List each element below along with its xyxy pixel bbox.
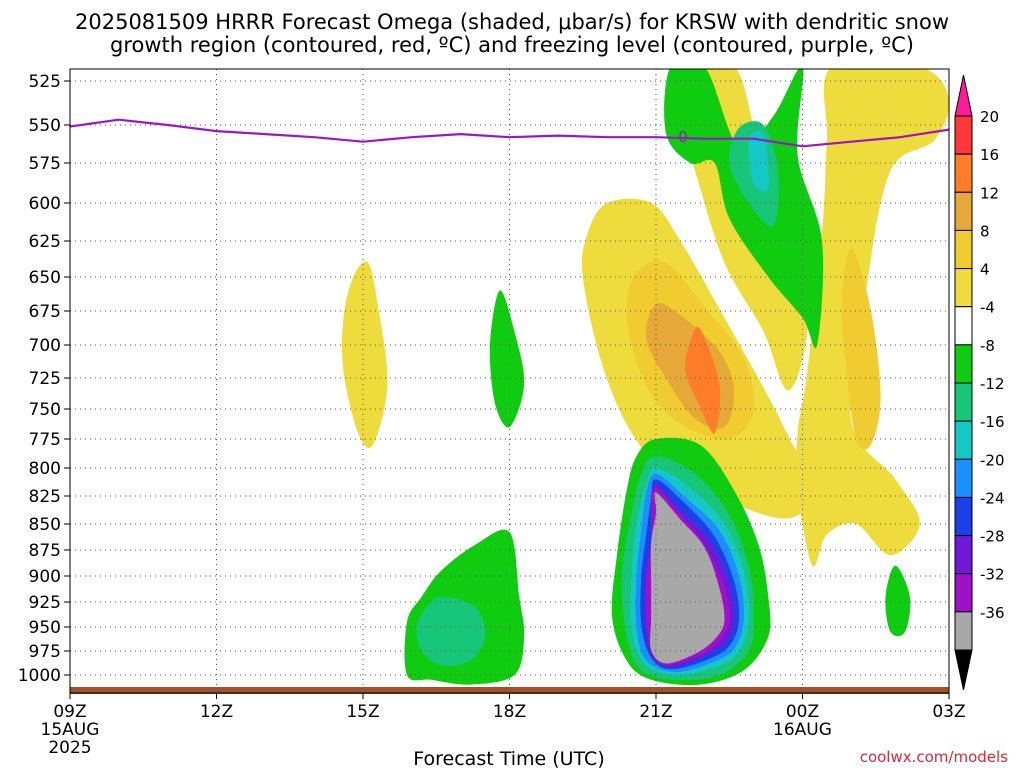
x-tick-label-03Z: 03Z xyxy=(932,702,965,722)
colorbar-band-6 xyxy=(954,306,973,346)
x-tick-label-18Z: 18Z xyxy=(493,702,526,722)
colorbar-label-4: 4 xyxy=(980,261,990,279)
y-tick-label-675: 675 xyxy=(29,302,61,322)
y-tick-label-550: 550 xyxy=(29,116,61,136)
omega-region-1 xyxy=(796,69,949,567)
omega-shading xyxy=(341,69,949,686)
colorbar-band-14 xyxy=(954,611,973,651)
x-axis-label: Forecast Time (UTC) xyxy=(413,748,604,768)
colorbar-label--36: -36 xyxy=(980,604,1005,622)
freezing-level-label: 0 xyxy=(678,128,688,146)
colorbar-band-13 xyxy=(954,573,973,613)
x-tick-label-09Z: 09Z xyxy=(53,702,86,722)
omega-region-7 xyxy=(684,326,721,434)
colorbar-label--4: -4 xyxy=(980,299,995,317)
colorbar-label--32: -32 xyxy=(980,566,1005,584)
omega-region-5 xyxy=(841,248,881,450)
colorbar-band-11 xyxy=(954,496,973,537)
chart-title-line1: 2025081509 HRRR Forecast Omega (shaded, … xyxy=(75,10,949,34)
y-tick-label-875: 875 xyxy=(29,541,61,561)
x-tick-label-15Z: 15Z xyxy=(346,702,379,722)
y-tick-label-700: 700 xyxy=(29,336,61,356)
colorbar-band-10 xyxy=(954,458,973,498)
x-tick-label-21Z: 21Z xyxy=(639,702,672,722)
colorbar-top-arrow xyxy=(954,74,973,117)
y-tick-label-900: 900 xyxy=(29,567,61,587)
omega-region-22 xyxy=(650,492,725,664)
y-tick-label-950: 950 xyxy=(29,618,61,638)
omega-region-10 xyxy=(748,130,769,192)
colorbar-label-8: 8 xyxy=(980,222,990,240)
y-tick-label-625: 625 xyxy=(29,232,61,252)
colorbar-label--24: -24 xyxy=(980,489,1005,507)
x-tick-date-00Z: 16AUG xyxy=(773,720,832,740)
y-tick-label-725: 725 xyxy=(29,369,61,389)
freezing-level-line xyxy=(70,118,949,148)
colorbar-label--8: -8 xyxy=(980,337,995,355)
grid-lines xyxy=(70,69,949,693)
omega-region-13 xyxy=(416,596,486,666)
y-tick-label-575: 575 xyxy=(29,154,61,174)
terrain-strip xyxy=(70,687,949,694)
colorbar: 20 16 12 8 4 -4 -8 -12 -16 -20 -24 -28 -32 -36 xyxy=(954,74,1005,691)
y-tick-label-775: 775 xyxy=(29,430,61,450)
y-tick-label-800: 800 xyxy=(29,459,61,479)
colorbar-bottom-arrow xyxy=(954,649,973,691)
colorbar-band-9 xyxy=(954,420,973,460)
y-tick-label-1000: 1000 xyxy=(18,666,61,686)
y-tick-label-600: 600 xyxy=(29,194,61,214)
chart-title-line2: growth region (contoured, red, ºC) and f… xyxy=(110,33,914,57)
colorbar-label--28: -28 xyxy=(980,528,1005,546)
y-tick-label-850: 850 xyxy=(29,515,61,535)
x-tick-label-00Z: 00Z xyxy=(786,702,819,722)
x-tick-label-12Z: 12Z xyxy=(200,702,233,722)
colorbar-band-3 xyxy=(954,191,973,231)
colorbar-band-1 xyxy=(954,115,973,155)
colorbar-band-12 xyxy=(954,535,973,575)
y-axis: 525 550 575 600 625 650 675 700 725 750 775 800 825 8… xyxy=(18,72,70,686)
omega-region-14 xyxy=(885,565,911,637)
omega-region-3 xyxy=(341,261,388,449)
credit-text: coolwx.com/models xyxy=(860,748,1008,766)
y-tick-label-975: 975 xyxy=(29,642,61,662)
y-tick-label-750: 750 xyxy=(29,400,61,420)
omega-region-11 xyxy=(489,290,525,428)
colorbar-label-16: 16 xyxy=(980,146,999,164)
colorbar-band-7 xyxy=(954,344,973,384)
colorbar-label-20: 20 xyxy=(980,108,999,126)
colorbar-band-4 xyxy=(954,229,973,270)
y-tick-label-525: 525 xyxy=(29,72,61,92)
y-tick-label-825: 825 xyxy=(29,487,61,507)
x-tick-year-09Z: 2025 xyxy=(48,738,91,758)
colorbar-label-12: 12 xyxy=(980,184,999,202)
colorbar-band-5 xyxy=(954,268,973,308)
colorbar-label--12: -12 xyxy=(980,375,1005,393)
freezing-level-contour: 0 xyxy=(70,118,949,148)
colorbar-band-8 xyxy=(954,382,973,422)
y-tick-label-925: 925 xyxy=(29,593,61,613)
colorbar-label--20: -20 xyxy=(980,451,1005,469)
colorbar-label--16: -16 xyxy=(980,413,1005,431)
y-tick-label-650: 650 xyxy=(29,268,61,288)
x-tick-date-09Z: 15AUG xyxy=(41,720,100,740)
colorbar-band-2 xyxy=(954,153,973,193)
